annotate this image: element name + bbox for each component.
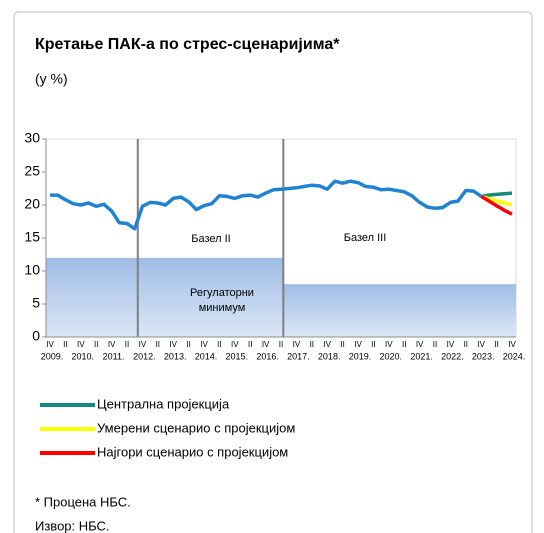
y-tick-label: 30 [24,130,40,146]
y-tick-label: 0 [32,328,40,344]
minimum-label: Регулаторни [190,287,254,299]
x-year-label: 2017. [287,351,310,361]
x-tick-label: IV [416,340,424,349]
x-tick-label: IV [262,340,270,349]
x-tick-label: II [217,340,221,349]
x-tick-label: IV [447,340,455,349]
legend-label: Умерени сценарио с пројекцијом [97,420,295,435]
x-tick-label: II [340,340,344,349]
minimum-area [283,284,516,337]
x-tick-label: IV [354,340,362,349]
x-year-label: 2018. [318,351,341,361]
x-year-label: 2014. [195,351,218,361]
footnote: * Процена НБС. [35,494,131,509]
source: Извор: НБС. [35,518,110,533]
chart-title: Кретање ПАК-а по стрес-сценаријима* [35,36,340,53]
line [480,191,513,199]
x-tick-label: II [279,340,283,349]
x-tick-label: IV [108,340,116,349]
minimum-label: минимум [199,302,246,314]
x-tick-label: IV [139,340,147,349]
x-tick-label: IV [46,340,54,349]
x-year-label: 2013. [164,351,187,361]
minimum-area [46,257,284,337]
x-year-label: 2022. [441,351,464,361]
x-tick-label: II [94,340,98,349]
x-year-label: 2021. [410,351,433,361]
x-tick-label: IV [385,340,393,349]
legend-label: Најгори сценарио с пројекцијом [97,444,288,459]
x-year-label: 2010. [72,351,95,361]
x-year-label: 2016. [256,351,279,361]
x-year-label: 2024. [503,351,526,361]
x-tick-label: IV [323,340,331,349]
x-year-label: 2011. [103,351,125,361]
x-tick-label: II [156,340,160,349]
y-tick-label: 25 [24,163,40,179]
x-year-label: 2023. [472,351,495,361]
x-tick-label: II [310,340,314,349]
x-tick-label: IV [77,340,85,349]
chart-subtitle: (у %) [35,71,68,87]
regime-label: Базел II [191,233,230,245]
x-tick-label: II [464,340,468,349]
y-tick-label: 15 [24,229,40,245]
x-year-label: 2019. [349,351,372,361]
x-tick-label: II [433,340,437,349]
x-tick-label: II [63,340,67,349]
legend-label: Централна пројекција [97,396,230,411]
x-tick-label: II [494,340,498,349]
x-tick-label: IV [169,340,177,349]
x-tick-label: IV [477,340,485,349]
x-year-label: 2020. [380,351,403,361]
x-tick-label: IV [293,340,301,349]
line [480,194,513,216]
x-tick-label: IV [231,340,239,349]
x-tick-label: IV [200,340,208,349]
x-year-label: 2012. [133,351,156,361]
x-tick-label: IV [508,340,516,349]
y-tick-label: 10 [24,262,40,278]
x-year-label: 2015. [226,351,249,361]
y-tick-label: 20 [24,196,40,212]
x-tick-label: II [125,340,129,349]
x-tick-label: II [248,340,252,349]
x-tick-label: II [371,340,375,349]
x-tick-label: II [186,340,190,349]
y-tick-label: 5 [32,295,40,311]
regime-label: Базел III [344,232,387,244]
x-year-label: 2009. [41,351,64,361]
line [50,179,483,231]
x-tick-label: II [402,340,406,349]
